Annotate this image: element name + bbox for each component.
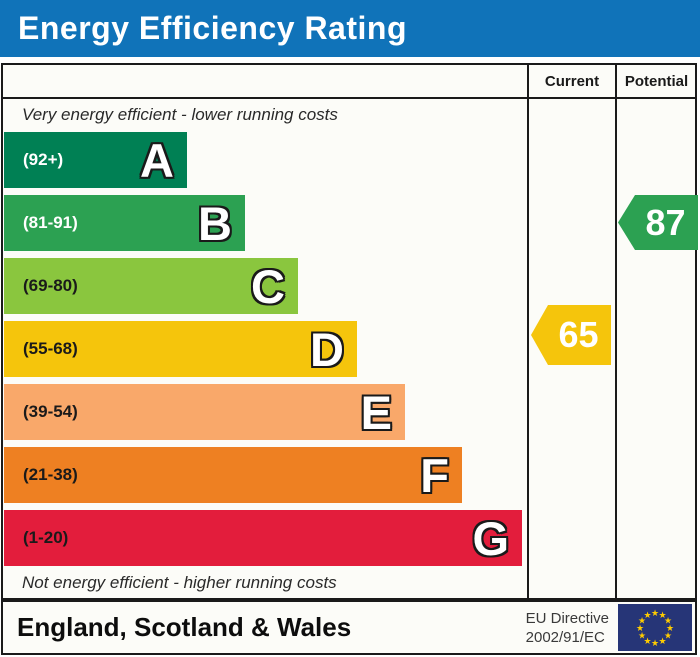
band-g-letter: G xyxy=(472,511,509,565)
chart-title: Energy Efficiency Rating xyxy=(18,10,407,46)
header-divider xyxy=(3,97,695,99)
potential-value: 87 xyxy=(645,201,686,243)
potential-column-header: Potential xyxy=(624,72,689,90)
current-value: 65 xyxy=(558,314,599,355)
band-g: (1-20) G xyxy=(4,510,522,566)
band-a-range: (92+) xyxy=(23,150,64,169)
band-f: (21-38) F xyxy=(4,447,462,503)
band-d: (55-68) D xyxy=(4,321,357,377)
band-e-range: (39-54) xyxy=(23,402,78,421)
top-note: Very energy efficient - lower running co… xyxy=(22,104,338,124)
band-b-letter: B xyxy=(198,196,232,250)
region-label: England, Scotland & Wales xyxy=(17,612,352,642)
band-d-range: (55-68) xyxy=(23,339,78,358)
band-b-range: (81-91) xyxy=(23,213,78,232)
band-c-range: (69-80) xyxy=(23,276,78,295)
eu-directive-line1: EU Directive xyxy=(525,609,609,627)
band-a: (92+) A xyxy=(4,132,187,188)
eu-directive-line2: 2002/91/EC xyxy=(525,628,605,646)
band-f-letter: F xyxy=(420,448,449,502)
footer-bar: England, Scotland & Wales EU Directive 2… xyxy=(1,600,697,655)
current-column-header: Current xyxy=(544,72,600,90)
bottom-note: Not energy efficient - higher running co… xyxy=(22,572,337,592)
band-b: (81-91) B xyxy=(4,195,245,251)
potential-indicator: 87 xyxy=(618,195,698,250)
eu-directive-label: EU Directive 2002/91/EC xyxy=(526,609,609,647)
rating-table: Current Potential Very energy efficient … xyxy=(1,63,698,600)
current-indicator: 65 xyxy=(531,305,611,365)
current-column-divider xyxy=(527,65,529,598)
band-d-letter: D xyxy=(310,322,344,376)
eu-flag-icon: ★ ★ ★ ★ ★ ★ ★ ★ ★ ★ ★ ★ xyxy=(618,604,692,651)
potential-column-divider xyxy=(615,65,617,598)
chart-title-bar: Energy Efficiency Rating xyxy=(0,0,700,57)
band-e: (39-54) E xyxy=(4,384,405,440)
band-f-range: (21-38) xyxy=(23,465,78,484)
band-g-range: (1-20) xyxy=(23,528,69,547)
band-e-letter: E xyxy=(360,385,392,439)
band-c-letter: C xyxy=(251,259,285,313)
band-c: (69-80) C xyxy=(4,258,298,314)
rating-bands: (92+) A (81-91) B (69-80) C (55-68) D (3… xyxy=(4,132,522,566)
band-a-letter: A xyxy=(140,133,174,187)
